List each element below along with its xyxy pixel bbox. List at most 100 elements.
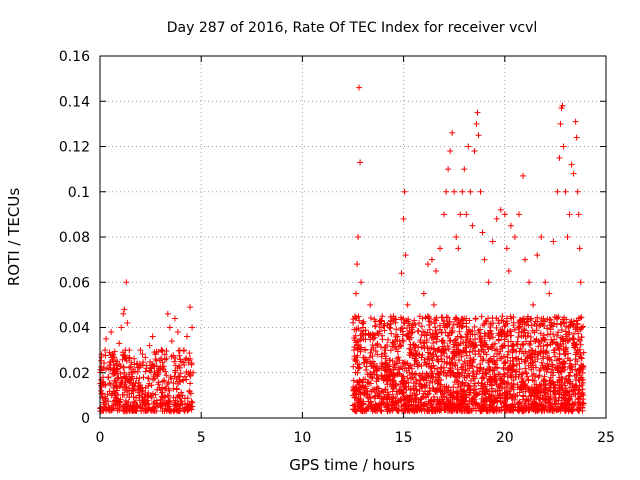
data-point: [477, 361, 484, 368]
data-point: [489, 403, 496, 410]
data-point: [98, 357, 105, 364]
data-point: [497, 381, 504, 388]
data-point: [366, 332, 373, 339]
data-point: [149, 362, 156, 369]
data-point: [459, 322, 466, 329]
data-point: [139, 350, 146, 357]
data-point: [137, 403, 144, 410]
data-point: [458, 353, 465, 360]
data-point: [441, 393, 448, 400]
data-point: [465, 143, 472, 150]
data-point: [156, 384, 163, 391]
data-point: [380, 399, 387, 406]
data-point: [106, 359, 113, 366]
y-tick-label: 0.14: [59, 94, 90, 110]
data-point: [498, 407, 505, 414]
data-point: [404, 301, 411, 308]
data-point: [556, 351, 563, 358]
data-point: [505, 267, 512, 274]
data-point: [574, 358, 581, 365]
data-point: [393, 402, 400, 409]
data-point: [472, 351, 479, 358]
data-point: [441, 350, 448, 357]
data-point: [528, 347, 535, 354]
data-point: [132, 407, 139, 414]
data-point: [434, 365, 441, 372]
data-point: [537, 383, 544, 390]
data-point: [125, 399, 132, 406]
data-point: [574, 188, 581, 195]
data-point: [190, 369, 197, 376]
data-point: [367, 301, 374, 308]
data-point: [182, 373, 189, 380]
data-point: [98, 387, 105, 394]
data-point: [447, 367, 454, 374]
data-point: [461, 401, 468, 408]
data-point: [435, 376, 442, 383]
data-point: [105, 404, 112, 411]
data-point: [456, 328, 463, 335]
data-point: [508, 366, 515, 373]
data-point: [117, 379, 124, 386]
data-point: [428, 355, 435, 362]
data-point: [489, 334, 496, 341]
data-point: [541, 376, 548, 383]
data-point: [483, 398, 490, 405]
data-point: [516, 398, 523, 405]
data-point: [580, 400, 587, 407]
data-point: [389, 388, 396, 395]
data-point: [523, 338, 530, 345]
data-point: [487, 373, 494, 380]
data-point: [355, 379, 362, 386]
data-point: [460, 317, 467, 324]
data-point: [409, 320, 416, 327]
data-point: [419, 351, 426, 358]
data-point: [104, 398, 111, 405]
data-point: [398, 398, 405, 405]
data-point: [551, 401, 558, 408]
data-point: [390, 340, 397, 347]
data-point: [540, 349, 547, 356]
data-point: [441, 211, 448, 218]
data-point: [434, 356, 441, 363]
data-point: [518, 404, 525, 411]
data-point: [529, 400, 536, 407]
data-point: [428, 256, 435, 263]
data-point: [411, 390, 418, 397]
data-point: [404, 375, 411, 382]
data-point: [403, 380, 410, 387]
data-point: [382, 353, 389, 360]
data-point: [507, 372, 514, 379]
data-point: [579, 379, 586, 386]
data-point: [98, 407, 105, 414]
data-point: [165, 406, 172, 413]
data-point: [576, 368, 583, 375]
data-point: [412, 370, 419, 377]
data-point: [566, 323, 573, 330]
data-point: [351, 406, 358, 413]
data-point: [134, 360, 141, 367]
data-point: [477, 188, 484, 195]
data-point: [110, 370, 117, 377]
data-point: [459, 397, 466, 404]
data-point: [361, 359, 368, 366]
data-point: [576, 353, 583, 360]
data-point: [360, 336, 367, 343]
data-point: [358, 327, 365, 334]
data-point: [566, 391, 573, 398]
data-point: [517, 317, 524, 324]
data-point: [382, 360, 389, 367]
data-point: [357, 407, 364, 414]
data-point: [516, 324, 523, 331]
data-point: [368, 388, 375, 395]
data-point: [547, 388, 554, 395]
data-point: [395, 408, 402, 415]
data-point: [436, 407, 443, 414]
data-point: [166, 387, 173, 394]
data-point: [523, 370, 530, 377]
data-point: [430, 362, 437, 369]
data-point: [125, 377, 132, 384]
data-point: [117, 399, 124, 406]
data-point: [114, 358, 121, 365]
data-point: [454, 366, 461, 373]
